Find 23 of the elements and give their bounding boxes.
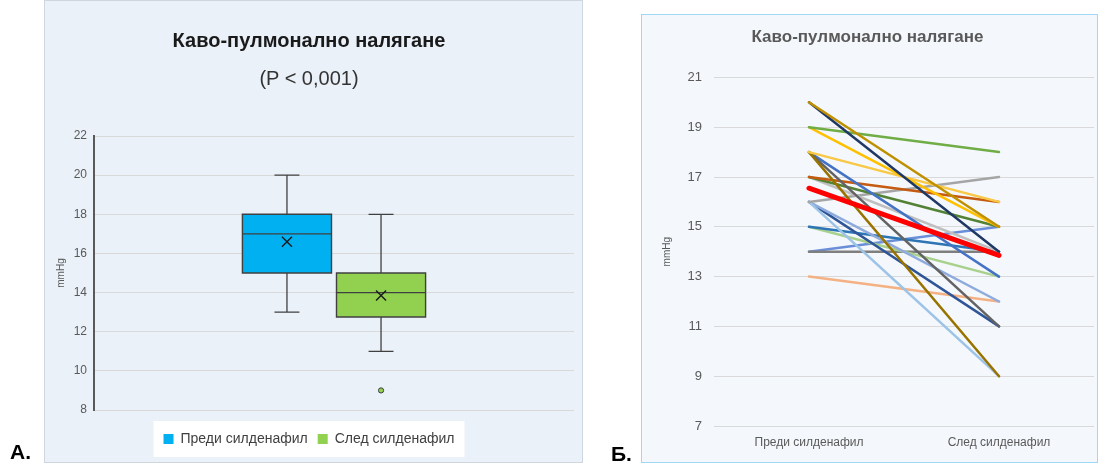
- chart-title: Каво-пулмонално налягане: [751, 26, 984, 46]
- chart-title: Каво-пулмонално налягане: [172, 28, 446, 51]
- y-tick-label: 14: [73, 284, 88, 299]
- y-tick-label: 22: [73, 128, 88, 143]
- y-tick-label: 13: [687, 268, 702, 284]
- y-axis-title: mmHg: [54, 258, 66, 288]
- y-tick-label: 11: [688, 317, 702, 333]
- y-tick-label: 18: [73, 206, 88, 221]
- y-tick-label: 12: [73, 324, 88, 339]
- y-tick-label: 17: [687, 168, 702, 184]
- y-tick-label: 9: [694, 367, 702, 383]
- text: А.: [10, 440, 31, 464]
- y-tick-label: 19: [687, 118, 702, 134]
- y-tick-label: 20: [73, 167, 88, 182]
- chart-subtitle: (P < 0,001): [259, 66, 359, 89]
- y-tick-label: 7: [694, 417, 702, 433]
- y-tick-label: 10: [73, 363, 88, 378]
- y-tick-label: 21: [687, 68, 702, 84]
- y-tick-label: 8: [80, 402, 88, 417]
- y-axis-title: mmHg: [660, 236, 672, 267]
- y-tick-label: 15: [687, 218, 702, 234]
- text: Б.: [611, 442, 632, 465]
- y-tick-label: 16: [73, 245, 88, 260]
